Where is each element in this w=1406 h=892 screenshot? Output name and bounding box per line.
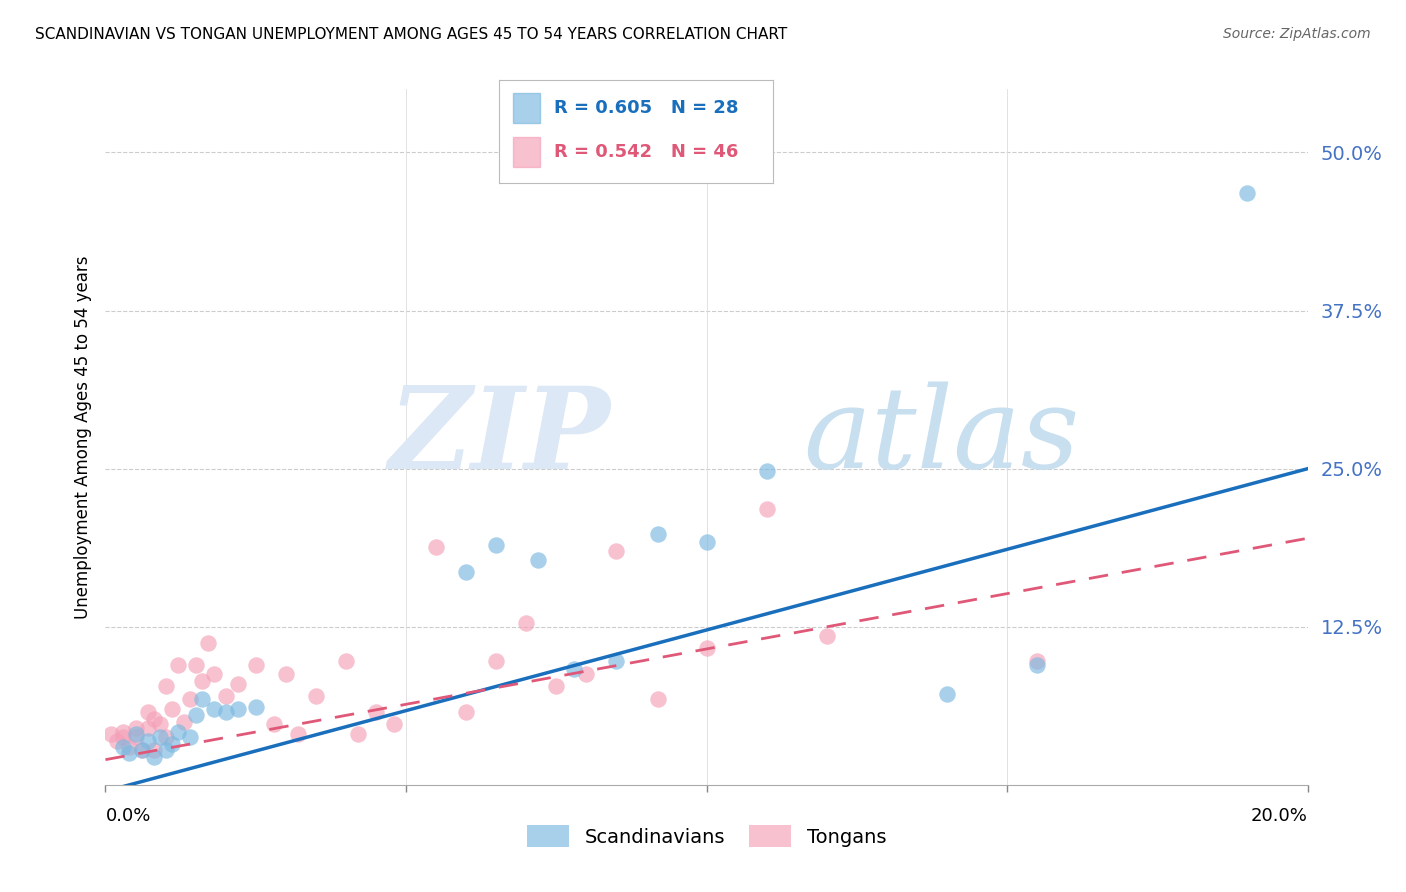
Point: [605, 654, 627, 668]
Point: [184, 708, 207, 723]
Point: [245, 657, 267, 672]
Text: Source: ZipAtlas.com: Source: ZipAtlas.com: [1223, 27, 1371, 41]
Point: [112, 724, 135, 739]
Point: [575, 666, 598, 681]
Point: [131, 742, 153, 756]
Point: [364, 705, 387, 719]
Point: [155, 730, 177, 744]
Point: [305, 690, 328, 704]
Point: [202, 666, 225, 681]
Point: [190, 674, 212, 689]
Point: [148, 717, 170, 731]
Point: [155, 679, 177, 693]
Point: [202, 702, 225, 716]
Y-axis label: Unemployment Among Ages 45 to 54 years: Unemployment Among Ages 45 to 54 years: [73, 255, 91, 619]
Point: [245, 699, 267, 714]
Point: [696, 535, 718, 549]
Point: [124, 721, 146, 735]
Point: [155, 742, 177, 756]
Point: [263, 717, 285, 731]
Point: [454, 566, 477, 580]
Point: [112, 739, 135, 754]
Point: [755, 502, 778, 516]
Point: [527, 553, 550, 567]
Point: [382, 717, 405, 731]
Text: ZIP: ZIP: [388, 382, 610, 492]
Point: [936, 687, 959, 701]
Point: [124, 727, 146, 741]
Point: [1236, 186, 1258, 200]
Point: [142, 712, 165, 726]
Point: [179, 692, 201, 706]
Point: [425, 540, 447, 554]
Point: [335, 654, 357, 668]
Point: [160, 738, 183, 752]
Point: [160, 702, 183, 716]
Point: [755, 464, 778, 478]
Text: SCANDINAVIAN VS TONGAN UNEMPLOYMENT AMONG AGES 45 TO 54 YEARS CORRELATION CHART: SCANDINAVIAN VS TONGAN UNEMPLOYMENT AMON…: [35, 27, 787, 42]
Text: atlas: atlas: [803, 382, 1078, 492]
Point: [515, 615, 537, 630]
Point: [287, 727, 309, 741]
Legend: Scandinavians, Tongans: Scandinavians, Tongans: [519, 817, 894, 855]
Point: [136, 721, 159, 735]
Point: [214, 705, 236, 719]
Point: [166, 724, 188, 739]
Point: [347, 727, 370, 741]
Point: [562, 662, 585, 676]
Point: [214, 690, 236, 704]
Point: [274, 666, 297, 681]
Point: [696, 641, 718, 656]
Point: [124, 730, 146, 744]
Text: R = 0.605   N = 28: R = 0.605 N = 28: [554, 99, 738, 117]
Point: [1026, 657, 1049, 672]
Point: [647, 692, 669, 706]
Point: [148, 730, 170, 744]
Point: [112, 730, 135, 744]
Point: [226, 677, 249, 691]
Text: 20.0%: 20.0%: [1251, 807, 1308, 825]
Point: [184, 657, 207, 672]
Point: [131, 742, 153, 756]
Point: [107, 733, 129, 747]
Point: [647, 527, 669, 541]
Point: [197, 636, 219, 650]
Point: [100, 727, 122, 741]
Point: [136, 733, 159, 747]
Point: [485, 538, 508, 552]
Text: R = 0.542   N = 46: R = 0.542 N = 46: [554, 143, 738, 161]
Point: [173, 714, 195, 729]
Point: [1026, 654, 1049, 668]
Bar: [513, 136, 540, 168]
Point: [815, 629, 838, 643]
Point: [142, 742, 165, 756]
Point: [454, 705, 477, 719]
Point: [118, 739, 141, 754]
Bar: [513, 93, 540, 123]
Point: [166, 657, 188, 672]
Point: [136, 705, 159, 719]
Point: [605, 544, 627, 558]
Text: 0.0%: 0.0%: [105, 807, 150, 825]
Point: [485, 654, 508, 668]
Point: [142, 750, 165, 764]
Point: [179, 730, 201, 744]
Point: [226, 702, 249, 716]
Point: [118, 747, 141, 761]
Point: [546, 679, 568, 693]
Point: [190, 692, 212, 706]
